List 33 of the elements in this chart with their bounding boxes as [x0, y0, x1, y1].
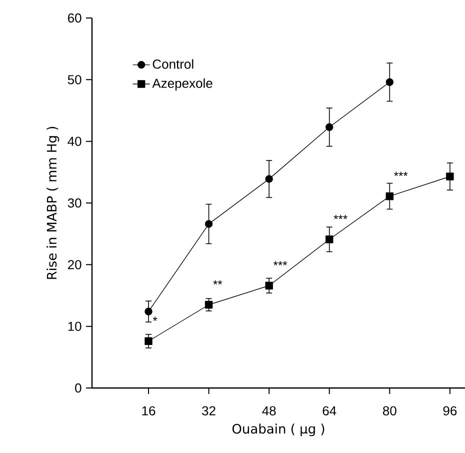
legend-label: Azepexole	[152, 78, 212, 91]
point	[446, 172, 454, 180]
y-tick-label: 20	[68, 260, 82, 270]
x-tick-label: 96	[443, 406, 457, 416]
point	[326, 236, 334, 244]
point	[265, 282, 273, 290]
y-tick-label: 50	[68, 75, 82, 84]
annotation: ***	[334, 214, 348, 220]
y-axis-title: Rise in MABP ( mm Hg )	[46, 126, 60, 279]
point	[265, 175, 273, 183]
y-tick-label: 10	[68, 322, 82, 331]
point	[204, 300, 213, 309]
legend-label: Control	[152, 59, 194, 69]
y-tick-label: 0	[75, 383, 82, 393]
x-tick-label: 64	[322, 406, 336, 416]
annotation: **	[213, 280, 222, 285]
y-tick-label: 40	[68, 136, 82, 146]
x-tick-label: 32	[202, 406, 216, 416]
x-axis-title: Ouabain ( μg )	[232, 424, 324, 436]
point	[386, 78, 394, 86]
point	[326, 123, 334, 131]
y-tick-label: 60	[68, 13, 82, 23]
x-tick-label: 16	[142, 406, 156, 416]
point	[386, 192, 394, 200]
x-tick-label: 80	[382, 406, 396, 416]
annotation: ***	[273, 261, 288, 266]
y-tick-label: 30	[68, 198, 82, 208]
point	[144, 337, 152, 345]
annotation: *	[152, 316, 158, 321]
x-tick-label: 48	[262, 406, 276, 416]
point	[144, 308, 152, 316]
annotation: ***	[394, 172, 408, 176]
point	[204, 220, 213, 228]
